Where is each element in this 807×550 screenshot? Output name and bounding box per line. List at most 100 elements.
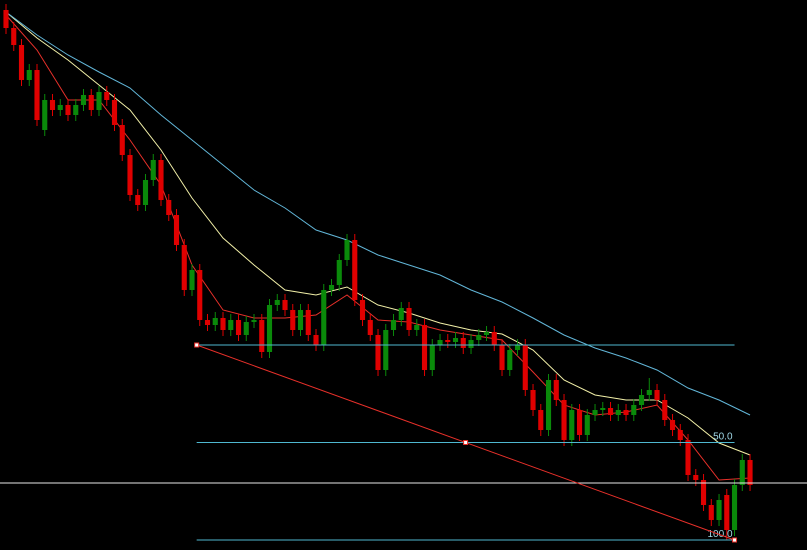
candle-body <box>49 100 56 110</box>
candle-body <box>483 332 490 335</box>
candle-body <box>181 245 187 290</box>
candle-body <box>73 105 79 115</box>
candle-body <box>243 322 249 335</box>
candle-body <box>305 310 311 335</box>
candle-body <box>429 345 435 370</box>
candle-body <box>600 408 606 410</box>
candle-body <box>724 495 730 530</box>
candle-body <box>282 300 288 310</box>
candle-body <box>375 335 381 370</box>
candle-body <box>623 410 629 415</box>
fib-label: 50.0 <box>713 432 733 443</box>
candle-body <box>638 395 645 405</box>
candle-body <box>111 100 118 125</box>
candle-body <box>646 390 652 395</box>
candle-body <box>569 410 575 440</box>
candle-body <box>321 290 327 345</box>
fib-handle <box>463 440 469 445</box>
candle-body <box>3 10 9 28</box>
candle-body <box>615 410 621 415</box>
candle-body <box>158 160 164 200</box>
candle-body <box>607 408 614 415</box>
candle-body <box>11 28 17 45</box>
candle-body <box>654 390 660 400</box>
candle-body <box>34 70 40 120</box>
candle-body <box>514 345 521 350</box>
candle-body <box>700 480 707 505</box>
candle-body <box>677 430 683 440</box>
candle-body <box>739 460 745 485</box>
candle-body <box>251 320 257 322</box>
candle-body <box>235 320 242 335</box>
candle-body <box>383 330 389 370</box>
candle-body <box>359 300 366 320</box>
candle-body <box>259 320 265 352</box>
fib-handle <box>732 537 738 543</box>
candle-body <box>592 410 598 415</box>
candle-body <box>468 340 474 348</box>
candle-body <box>212 318 218 325</box>
candle-body <box>538 410 544 430</box>
candle-body <box>142 180 149 205</box>
candle-body <box>197 270 203 320</box>
candle-body <box>328 285 335 290</box>
candle-body <box>406 308 412 330</box>
candle-body <box>553 380 559 400</box>
candle-body <box>421 325 428 370</box>
candle-body <box>290 310 296 330</box>
candle-body <box>452 338 459 342</box>
candle-body <box>135 195 141 205</box>
candle-body <box>662 400 668 420</box>
candle-body <box>204 320 211 325</box>
candle-body <box>499 345 505 370</box>
candle-body <box>561 400 567 440</box>
candle-body <box>127 155 133 195</box>
candle-body <box>173 215 180 245</box>
candle-body <box>96 92 102 110</box>
candle-body <box>42 100 48 130</box>
candle-body <box>491 332 497 345</box>
candle-body <box>631 405 637 415</box>
candle-body <box>266 305 273 352</box>
candle-body <box>18 45 25 80</box>
candle-body <box>522 345 528 390</box>
candle-body <box>150 160 156 180</box>
candle-body <box>693 475 699 480</box>
candle-body <box>344 240 350 260</box>
candle-body <box>437 340 443 345</box>
candle-body <box>584 415 590 435</box>
candle-body <box>476 335 482 340</box>
candle-body <box>65 105 71 115</box>
candle-body <box>708 505 714 520</box>
candle-body <box>166 200 172 215</box>
candle-body <box>104 92 110 100</box>
candle-body <box>716 500 722 520</box>
candle-body <box>274 300 280 305</box>
candle-body <box>669 420 676 430</box>
fib-handle <box>194 342 200 348</box>
candle-body <box>576 410 583 435</box>
moving-average <box>5 11 751 416</box>
candle-body <box>747 460 753 485</box>
candle-body <box>57 105 63 110</box>
candle-body <box>731 485 738 530</box>
candle-body <box>313 335 319 345</box>
candle-body <box>88 95 94 110</box>
candle-body <box>80 95 87 105</box>
candle-body <box>352 240 358 300</box>
candle-body <box>220 318 226 330</box>
candle-body <box>390 320 397 330</box>
candle-body <box>336 260 342 285</box>
candle-body <box>445 340 451 342</box>
candle-body <box>26 70 32 80</box>
candle-body <box>685 440 691 475</box>
candle-body <box>367 320 373 335</box>
candle-body <box>545 380 552 430</box>
moving-average <box>5 11 751 456</box>
candle-body <box>119 125 125 155</box>
candle-body <box>530 390 536 410</box>
candle-body <box>297 310 304 330</box>
candle-body <box>228 320 234 330</box>
candle-body <box>398 308 404 320</box>
